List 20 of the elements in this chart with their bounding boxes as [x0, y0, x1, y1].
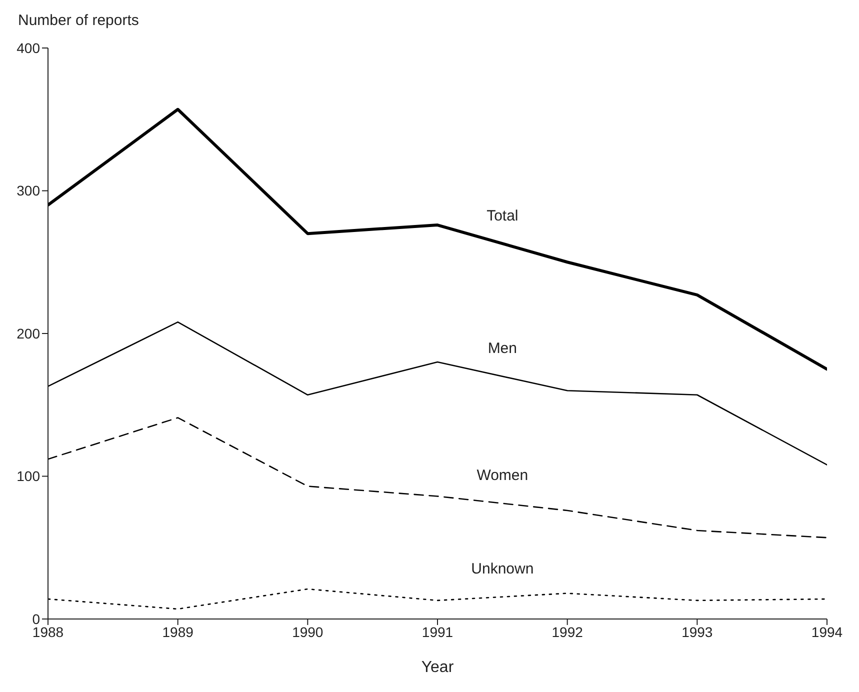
x-tick-label: 1992	[552, 624, 584, 640]
series-label: Unknown	[471, 560, 534, 578]
x-tick-label: 1991	[422, 624, 454, 640]
line-series	[48, 588, 827, 610]
y-tick-label: 400	[16, 40, 40, 56]
x-tick-label: 1994	[811, 624, 843, 640]
x-tick-label: 1990	[292, 624, 324, 640]
series-label: Total	[486, 207, 518, 224]
x-tick-label: 1993	[682, 624, 713, 640]
y-tick-label: 100	[16, 468, 40, 484]
x-axis-title: Year	[421, 659, 454, 676]
y-tick-label: 200	[16, 325, 40, 342]
y-tick-label: 300	[16, 182, 40, 199]
y-axis-title: Number of reports	[18, 12, 139, 29]
line-series	[48, 417, 827, 538]
series-label: Men	[488, 340, 518, 358]
series-label: Women	[476, 467, 528, 484]
line-series	[48, 108, 827, 371]
line-series	[48, 321, 827, 466]
x-tick-label: 1989	[162, 624, 194, 640]
